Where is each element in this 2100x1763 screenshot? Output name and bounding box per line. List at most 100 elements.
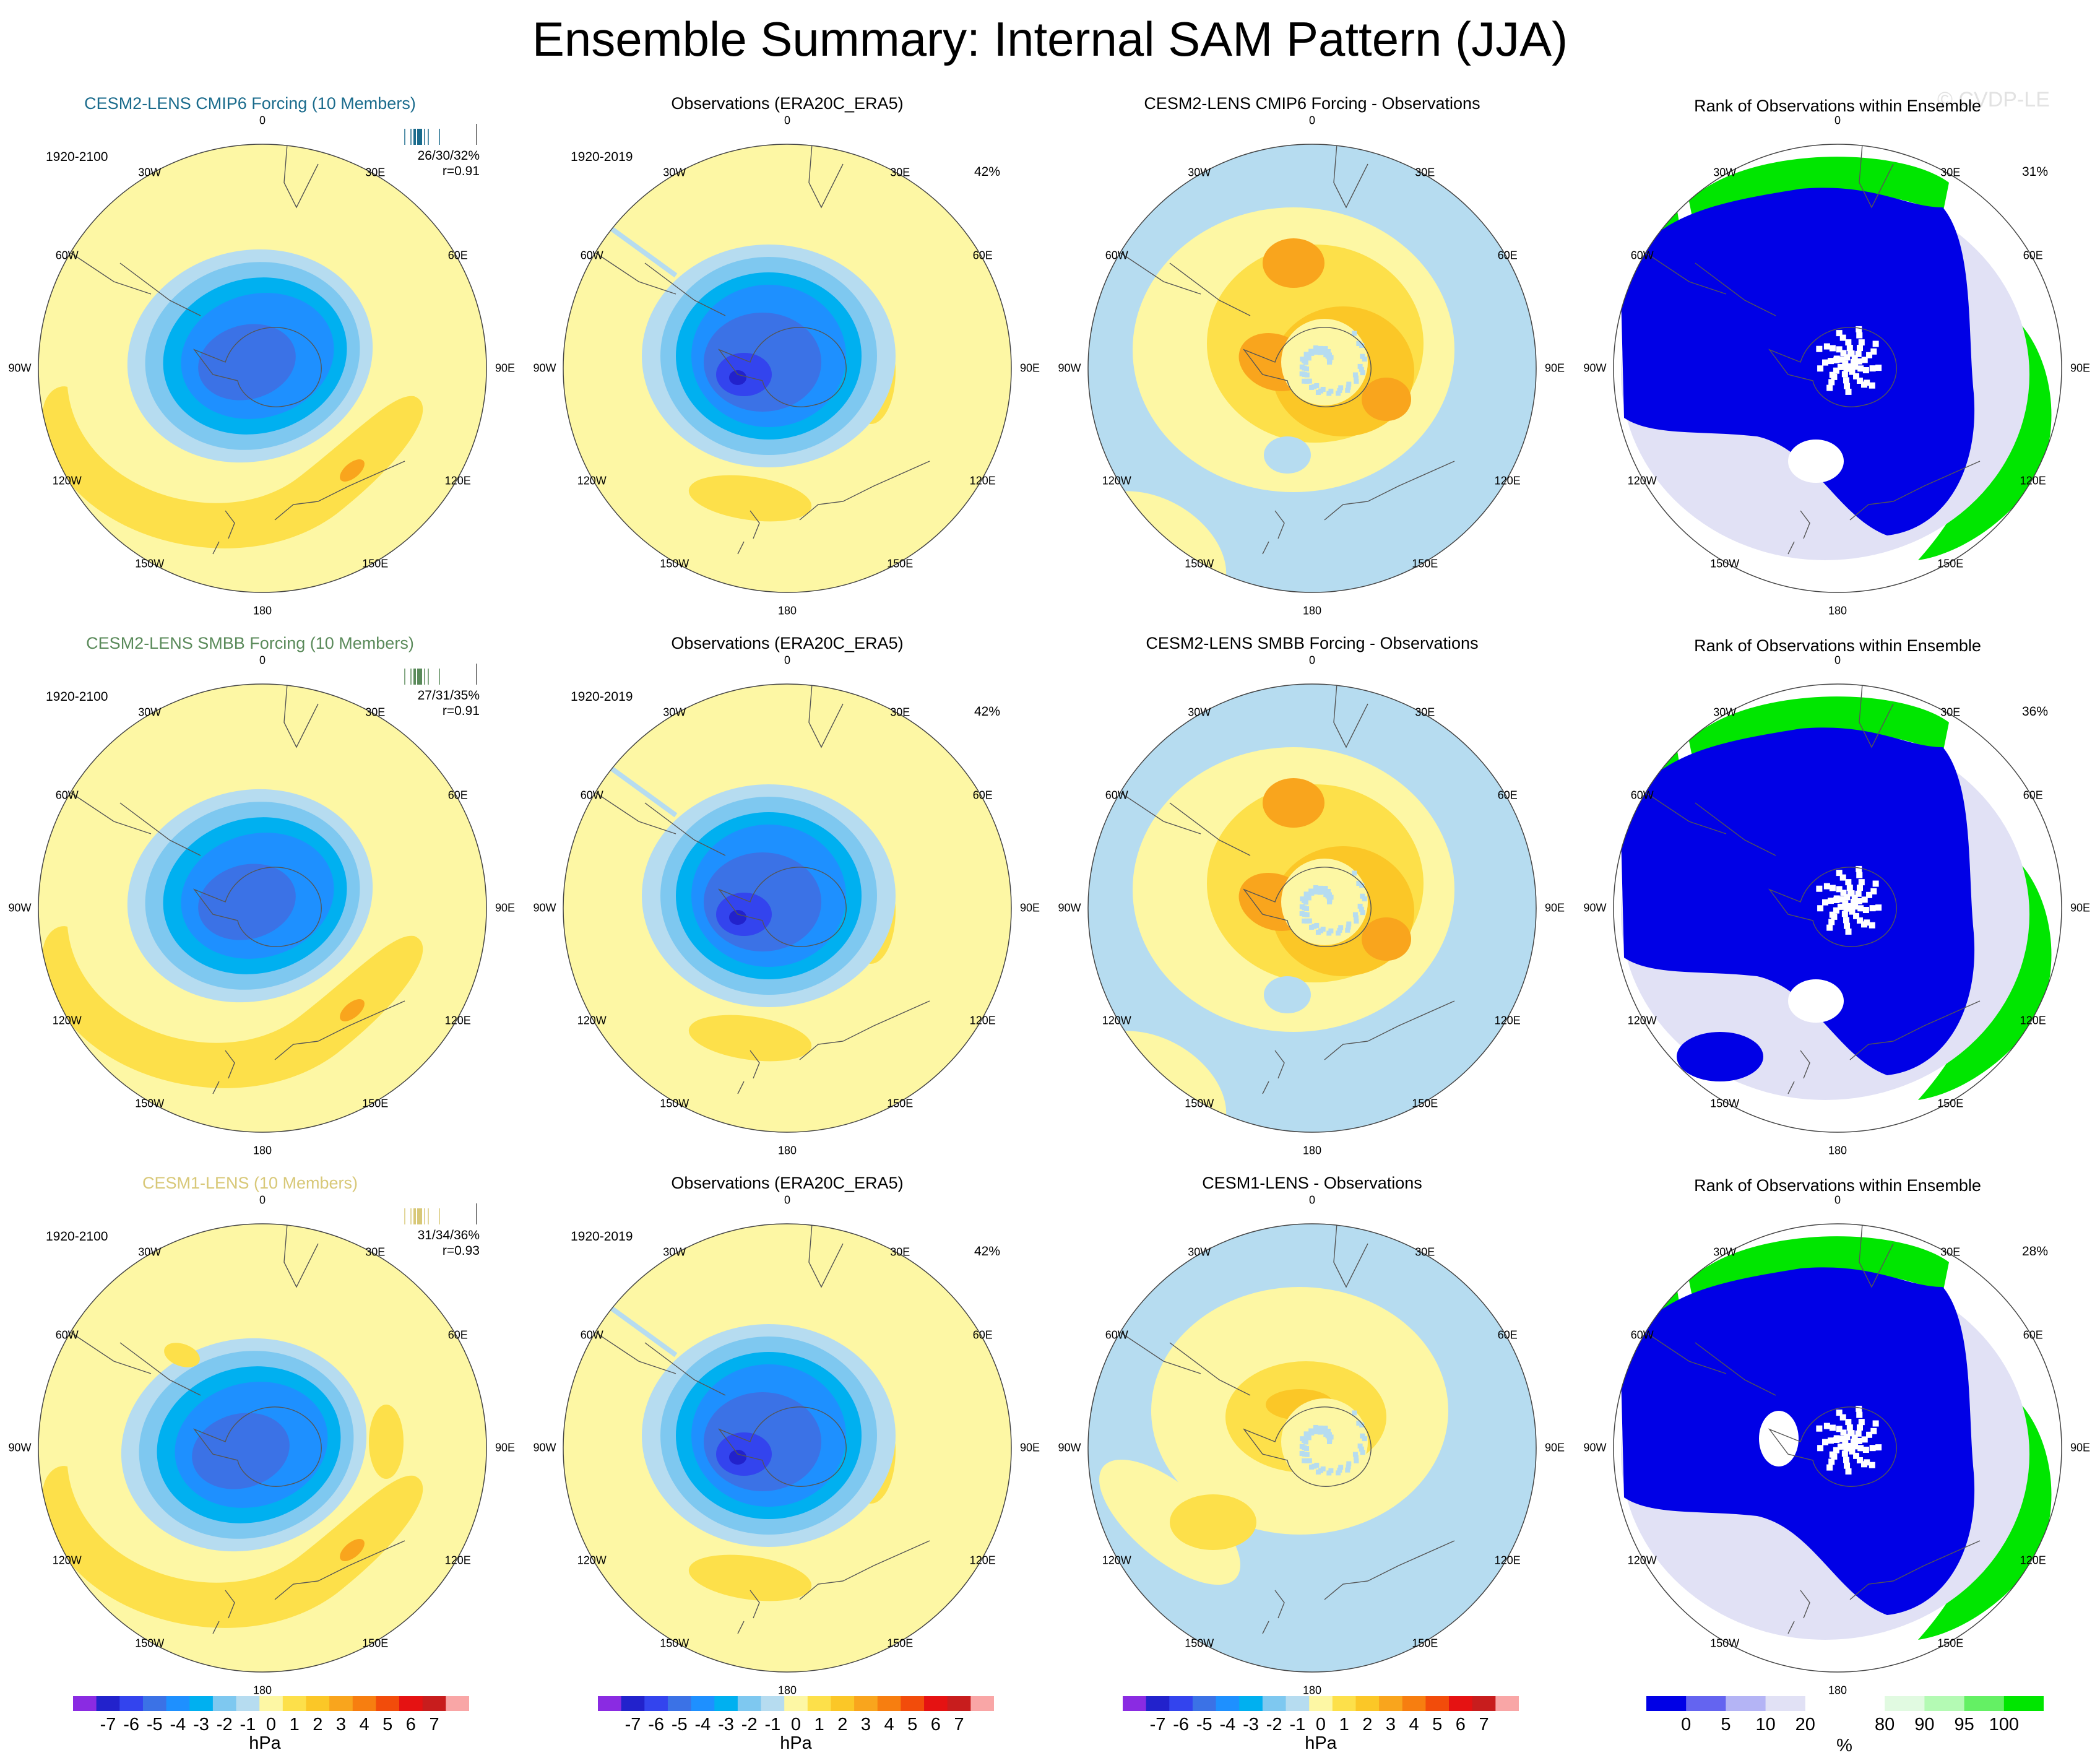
antarctica-speckle bbox=[1829, 371, 1836, 378]
longitude-label: 30W bbox=[138, 1245, 162, 1258]
longitude-label: 60E bbox=[972, 249, 993, 262]
colorbar-tick-label: -3 bbox=[1243, 1715, 1259, 1735]
colorbar-tick-label: -6 bbox=[648, 1715, 665, 1735]
longitude-label: 60E bbox=[1497, 249, 1518, 262]
antarctica-speckle bbox=[1843, 905, 1850, 912]
antarctica-speckle bbox=[1840, 350, 1847, 357]
antarctica-speckle bbox=[1320, 926, 1326, 932]
antarctica-speckle bbox=[1353, 375, 1359, 381]
polar-map bbox=[563, 144, 1012, 593]
antarctica-speckle bbox=[1352, 912, 1358, 917]
new-zealand-coastline bbox=[1787, 1590, 1810, 1634]
stat-variance: 27/31/35% bbox=[417, 688, 480, 703]
longitude-label: 60W bbox=[1105, 789, 1128, 802]
longitude-label: 30E bbox=[890, 706, 910, 719]
antarctica-speckle bbox=[1846, 885, 1853, 891]
colorbar-tick-label: -4 bbox=[170, 1715, 186, 1735]
antarctica-speckle bbox=[1842, 360, 1849, 367]
antarctica-speckle bbox=[1840, 890, 1847, 896]
longitude-label: 90W bbox=[1583, 362, 1607, 375]
antarctica-speckle bbox=[1843, 377, 1849, 384]
longitude-label: 60W bbox=[55, 1328, 79, 1341]
longitude-label: 90W bbox=[533, 1441, 556, 1454]
new-zealand-coastline bbox=[212, 1050, 235, 1094]
longitude-label: 90W bbox=[8, 362, 32, 375]
longitude-label: 120W bbox=[52, 474, 82, 487]
panel-obs-row3: Observations (ERA20C_ERA5) 1920-2019 42% 0 3… bbox=[525, 1172, 1050, 1711]
antarctica-speckle bbox=[1866, 891, 1873, 898]
panel-title: Observations (ERA20C_ERA5) bbox=[671, 94, 904, 113]
longitude-label: 60W bbox=[580, 1328, 603, 1341]
colorbar-tick-label: -5 bbox=[671, 1715, 688, 1735]
antarctica-speckle bbox=[1328, 928, 1334, 933]
colorbar-tick-label: 4 bbox=[359, 1715, 369, 1735]
antarctica-speckle bbox=[1360, 1433, 1365, 1439]
antarctica-speckle bbox=[1856, 1457, 1863, 1464]
antarctica-speckle bbox=[1323, 352, 1329, 358]
antarctica-speckle bbox=[1833, 1435, 1840, 1442]
longitude-label: 60E bbox=[2023, 1328, 2043, 1341]
longitude-label: 120W bbox=[577, 1014, 607, 1027]
antarctica-coastline bbox=[717, 327, 847, 407]
negative-anomaly bbox=[1264, 976, 1311, 1013]
panel-title: CESM2-LENS SMBB Forcing (10 Members) bbox=[86, 634, 414, 652]
antarctica-speckle bbox=[1849, 908, 1856, 915]
negative-anomaly bbox=[454, 1615, 467, 1652]
antarctica-speckle bbox=[1853, 373, 1860, 379]
antarctica-speckle bbox=[1313, 1429, 1319, 1434]
africa-coastline bbox=[1333, 684, 1368, 748]
map-field bbox=[1088, 684, 1536, 1132]
colorbar-tick-label: 2 bbox=[1362, 1715, 1373, 1735]
antarctica-speckle bbox=[1857, 905, 1864, 912]
colorbar-swatch bbox=[1216, 1696, 1240, 1711]
colorbar-tick-label: -5 bbox=[1196, 1715, 1212, 1735]
antarctica-speckle bbox=[1836, 346, 1843, 353]
antarctica-speckle bbox=[1321, 890, 1326, 895]
antarctica-speckle bbox=[1852, 363, 1859, 370]
colorbar-swatch bbox=[644, 1696, 668, 1711]
positive-anomaly bbox=[369, 1405, 404, 1479]
positive-anomaly bbox=[164, 1343, 200, 1367]
antarctica-speckle bbox=[1844, 383, 1851, 389]
longitude-label: 60E bbox=[447, 249, 468, 262]
longitude-label: 150E bbox=[1412, 1097, 1438, 1110]
coastline bbox=[1633, 1323, 1727, 1374]
antarctica-speckle bbox=[1338, 1465, 1344, 1470]
south-america-coastline bbox=[644, 1342, 726, 1396]
longitude-label: 120W bbox=[577, 474, 607, 487]
africa-coastline bbox=[283, 1224, 319, 1288]
antarctica-speckle bbox=[1850, 359, 1857, 366]
colorbar-swatch bbox=[831, 1696, 855, 1711]
antarctica-speckle bbox=[1853, 912, 1860, 919]
colorbar-swatch bbox=[877, 1696, 901, 1711]
colorbar-swatch bbox=[621, 1696, 645, 1711]
map-boundary bbox=[38, 144, 487, 593]
longitude-label: 90W bbox=[1583, 1441, 1607, 1454]
map-field bbox=[38, 684, 486, 1132]
longitude-label: 150W bbox=[660, 1097, 689, 1110]
longitude-label: 180 bbox=[1302, 1684, 1322, 1697]
explained-variance: 42% bbox=[974, 1244, 1001, 1258]
explained-variance: 31% bbox=[2022, 165, 2049, 179]
antarctica-speckle bbox=[1833, 367, 1839, 374]
antarctica-speckle bbox=[1360, 1450, 1365, 1455]
period-label: 1920-2019 bbox=[571, 150, 633, 164]
antarctica-speckle bbox=[1850, 1439, 1857, 1445]
antarctica-speckle bbox=[1362, 896, 1367, 902]
colorbar-swatch bbox=[1646, 1696, 1687, 1711]
antarctica-speckle bbox=[1317, 890, 1323, 895]
colorbar-tick-label: 4 bbox=[884, 1715, 894, 1735]
antarctica-speckle bbox=[1304, 1445, 1310, 1451]
africa-coastline bbox=[1859, 1224, 1894, 1288]
antarctica-speckle bbox=[1857, 345, 1864, 352]
panel-rank-row3: Rank of Observations within Ensemble 28% 0… bbox=[1575, 1172, 2100, 1711]
colorbar-swatch bbox=[714, 1696, 738, 1711]
longitude-label: 0 bbox=[1308, 654, 1316, 667]
antarctica-speckle bbox=[1302, 378, 1307, 384]
longitude-label: 60E bbox=[972, 1328, 993, 1341]
longitude-label: 60W bbox=[55, 249, 79, 262]
colorbar-swatch bbox=[784, 1696, 808, 1711]
rank-lowest-region bbox=[1621, 188, 1975, 535]
longitude-label: 120E bbox=[444, 1014, 471, 1027]
antarctica-coastline bbox=[717, 1406, 847, 1487]
